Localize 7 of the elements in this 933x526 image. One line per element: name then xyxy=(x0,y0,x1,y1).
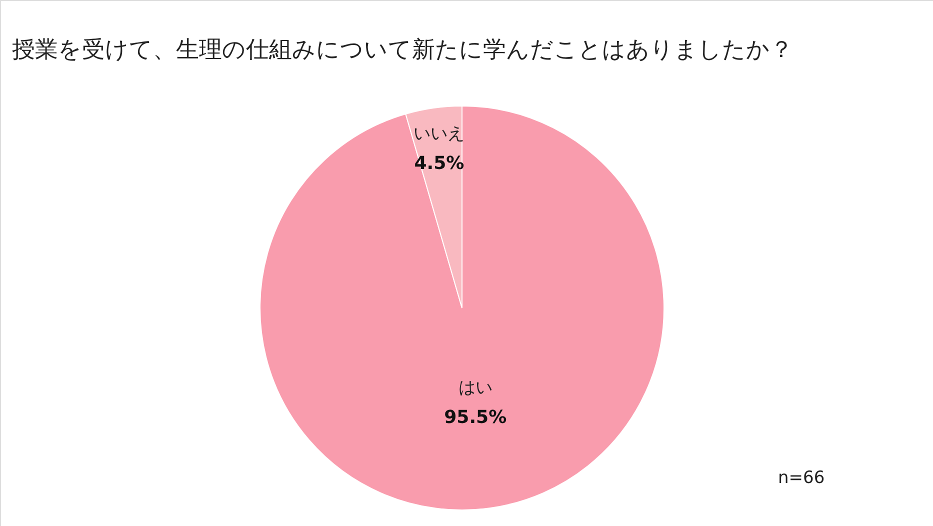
slice-label: いいえ xyxy=(414,124,465,144)
data-label: 4.5% xyxy=(414,153,464,174)
slice-label: はい xyxy=(458,378,492,398)
chart-title: 授業を受けて、生理の仕組みについて新たに学んだことはありましたか？ xyxy=(12,37,793,63)
pie-slice xyxy=(260,106,664,510)
text: n=66 xyxy=(778,468,825,488)
data-label: 95.5% xyxy=(444,406,507,428)
